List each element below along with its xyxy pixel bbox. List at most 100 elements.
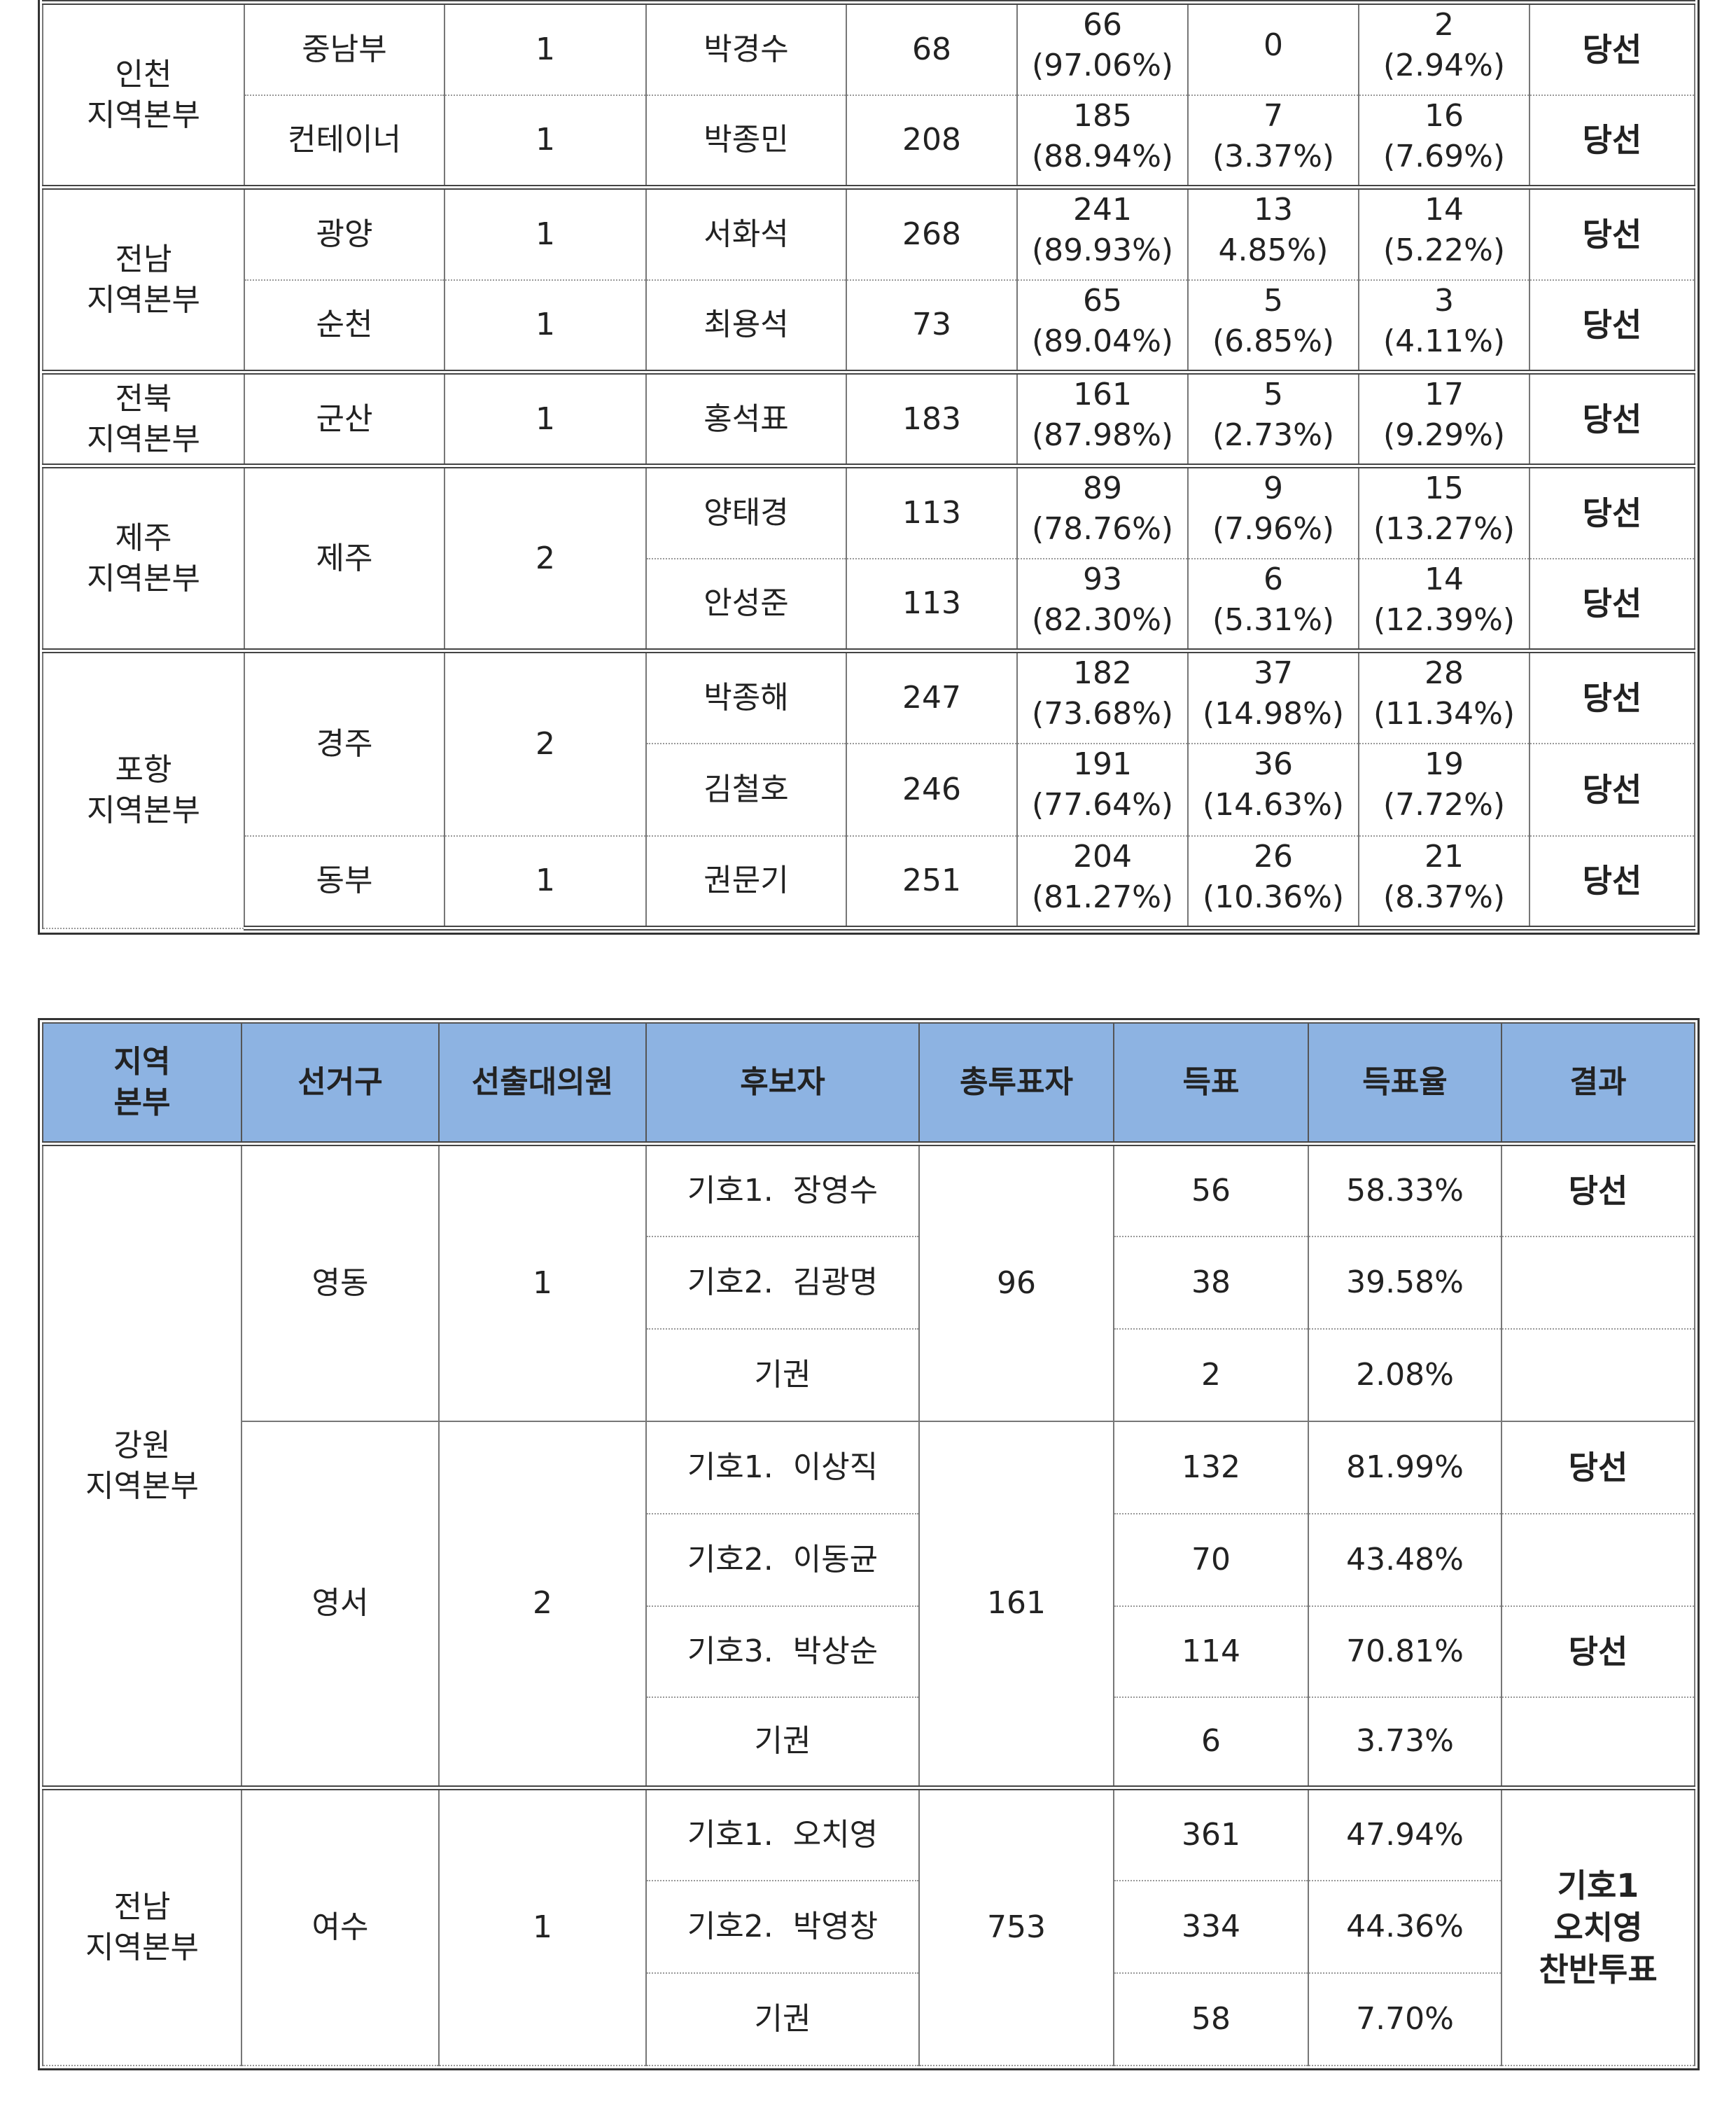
header-total-voters: 총투표자	[918, 1022, 1114, 1146]
region-cell: 제주 지역본부	[42, 464, 245, 652]
table-row: 전남 지역본부 여수 1 기호1. 오치영 753 361 47.94% 기호1…	[42, 1785, 1695, 2066]
yes-percent: (88.94%)	[1031, 138, 1174, 174]
yes-votes-cell: 185 (88.94%)	[1016, 94, 1189, 190]
delegates-cell: 1	[438, 1141, 647, 1422]
no-percent: (2.73%)	[1212, 417, 1335, 453]
vote-rate-cell: 2.08%	[1308, 1328, 1502, 1422]
result-cell: 당선	[1501, 1420, 1695, 1514]
total-voters-cell: 268	[846, 185, 1018, 281]
no-count: 37	[1254, 655, 1293, 692]
result-cell: 당선	[1529, 370, 1695, 468]
candidate-cell: 기호1. 장영수	[645, 1141, 920, 1237]
result-cell: 당선	[1501, 1141, 1695, 1237]
table-row: 인천 지역본부 중남부 1 박경수 68 66 (97.06%) 0 2 (2.94…	[42, 0, 1695, 188]
delegates-cell: 2	[438, 1420, 647, 1789]
result-cell: 당선	[1501, 1605, 1695, 1698]
yes-percent: (81.27%)	[1031, 879, 1174, 915]
no-votes-cell: 37 (14.98%)	[1187, 648, 1359, 744]
votes-cell: 56	[1113, 1141, 1309, 1237]
result-cell: 기호1 오치영 찬반투표	[1501, 1785, 1695, 2066]
votes-cell: 58	[1113, 1972, 1309, 2066]
delegates-cell: 2	[444, 648, 647, 837]
candidate-cell: 홍석표	[645, 370, 847, 468]
no-count: 6	[1264, 561, 1283, 597]
yes-votes-cell: 66 (97.06%)	[1016, 0, 1189, 96]
no-count: 13	[1254, 192, 1293, 228]
delegates-cell: 1	[444, 835, 647, 931]
no-votes-cell: 9 (7.96%)	[1187, 464, 1359, 559]
candidate-cell: 김철호	[645, 742, 847, 837]
yes-count: 161	[1073, 377, 1132, 413]
total-voters-cell: 246	[846, 742, 1018, 837]
abstain-count: 2	[1434, 7, 1454, 43]
header-vote-rate: 득표율	[1308, 1022, 1502, 1146]
vote-rate-cell: 7.70%	[1308, 1972, 1502, 2066]
no-votes-cell: 0	[1187, 0, 1359, 96]
table-row: 기권 2 2.08%	[43, 1328, 1695, 1422]
vote-rate-cell: 44.36%	[1308, 1879, 1502, 1974]
result-cell: 당선	[1529, 648, 1695, 744]
delegates-cell: 1	[444, 94, 647, 190]
total-voters-cell: 113	[846, 464, 1018, 559]
table-row: 기호2. 김광명 38 39.58%	[43, 1235, 1695, 1330]
table-row: 기호2. 이동균 70 43.48%	[43, 1512, 1695, 1607]
candidate-cell: 기호1. 오치영	[645, 1785, 920, 1881]
district-cell: 영동	[241, 1141, 440, 1422]
total-voters-cell: 96	[918, 1141, 1114, 1422]
candidate-cell: 기권	[645, 1972, 920, 2066]
abstain-votes-cell: 21 (8.37%)	[1358, 835, 1530, 931]
abstain-votes-cell: 16 (7.69%)	[1358, 94, 1530, 190]
header-delegates: 선출대의원	[438, 1022, 647, 1146]
abstain-percent: (4.11%)	[1382, 323, 1506, 359]
abstain-votes-cell: 17 (9.29%)	[1358, 370, 1530, 468]
total-voters-cell: 247	[846, 648, 1018, 744]
vote-rate-cell: 70.81%	[1308, 1605, 1502, 1698]
table-row: 김철호 246 191 (77.64%) 36 (14.63%) 19 (7.72%)…	[43, 742, 1695, 837]
result-cell	[1501, 1328, 1695, 1422]
no-percent: (7.96%)	[1212, 511, 1335, 547]
district-cell: 컨테이너	[244, 94, 445, 190]
abstain-count: 3	[1434, 282, 1454, 319]
header-candidate: 후보자	[645, 1022, 920, 1146]
yes-count: 66	[1083, 7, 1122, 43]
result-cell: 당선	[1529, 279, 1695, 375]
result-cell: 당선	[1529, 94, 1695, 190]
abstain-percent: (7.72%)	[1382, 786, 1506, 823]
vote-rate-cell: 81.99%	[1308, 1420, 1502, 1514]
yes-votes-cell: 204 (81.27%)	[1016, 835, 1189, 931]
table-row: 전북 지역본부 군산 1 홍석표 183 161 (87.98%) 5 (2.73%…	[42, 370, 1695, 468]
votes-cell: 6	[1113, 1696, 1309, 1789]
result-cell: 당선	[1529, 557, 1695, 653]
abstain-percent: (2.94%)	[1382, 48, 1506, 83]
votes-cell: 70	[1113, 1512, 1309, 1607]
delegates-cell: 1	[438, 1785, 647, 2066]
yes-percent: (73.68%)	[1031, 696, 1174, 732]
candidate-cell: 박경수	[645, 0, 847, 96]
candidate-cell: 박종민	[645, 94, 847, 190]
yes-percent: (89.93%)	[1031, 232, 1174, 268]
no-votes-cell: 6 (5.31%)	[1187, 557, 1359, 653]
yes-percent: (97.06%)	[1031, 48, 1174, 83]
total-voters-cell: 183	[846, 370, 1018, 468]
no-votes-cell: 13 4.85%)	[1187, 185, 1359, 281]
vote-rate-cell: 47.94%	[1308, 1785, 1502, 1881]
candidate-cell: 양태경	[645, 464, 847, 559]
election-results-table-2: 지역 본부 선거구 선출대의원 후보자 총투표자 득표 득표율 결과 강원 지역…	[38, 1018, 1700, 2070]
delegates-cell: 2	[444, 464, 647, 652]
votes-cell: 38	[1113, 1235, 1309, 1330]
abstain-percent: (8.37%)	[1382, 879, 1506, 915]
table-row: 영서 2 기호1. 이상직 161 132 81.99% 당선	[43, 1420, 1695, 1789]
no-count: 5	[1264, 282, 1283, 319]
header-result: 결과	[1501, 1022, 1695, 1146]
result-cell: 당선	[1529, 0, 1695, 96]
result-cell: 당선	[1529, 742, 1695, 837]
abstain-votes-cell: 2 (2.94%)	[1358, 0, 1530, 96]
table-row: 기호2. 박영창 334 44.36%	[43, 1879, 1695, 1974]
table-row: 포항 지역본부 경주 2 박종해 247 182 (73.68%) 37 (14.9…	[42, 648, 1695, 929]
table-row: 기권 58 7.70%	[43, 1972, 1695, 2066]
table-row: 기권 6 3.73%	[43, 1696, 1695, 1789]
vote-rate-cell: 43.48%	[1308, 1512, 1502, 1607]
vote-rate-cell: 3.73%	[1308, 1696, 1502, 1789]
yes-percent: (89.04%)	[1031, 323, 1174, 359]
yes-percent: (87.98%)	[1031, 417, 1174, 453]
